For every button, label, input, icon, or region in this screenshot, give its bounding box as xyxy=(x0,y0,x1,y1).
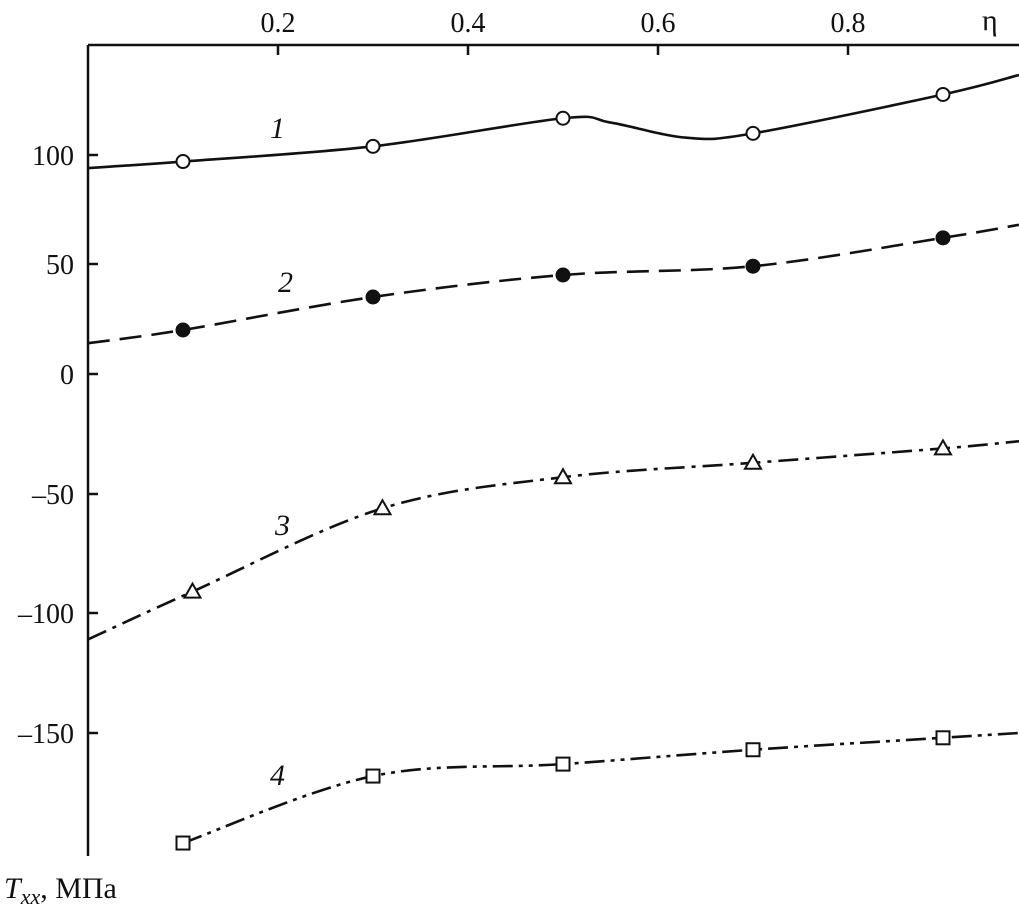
data-point-series-1 xyxy=(935,86,951,102)
y-axis-label-subscript: xx xyxy=(20,884,41,909)
y-tick-label: –100 xyxy=(17,599,74,630)
data-point-series-4 xyxy=(365,768,381,784)
y-tick-label: 100 xyxy=(32,141,74,172)
data-point-series-2 xyxy=(555,267,571,283)
series-label-2: 2 xyxy=(278,266,293,299)
data-point-series-4 xyxy=(745,742,761,758)
series-line-1 xyxy=(87,73,1019,170)
data-point-series-4 xyxy=(935,730,951,746)
data-point-series-3 xyxy=(933,438,953,456)
series-label-3: 3 xyxy=(274,509,290,542)
data-point-series-4 xyxy=(175,835,191,851)
data-point-series-1 xyxy=(745,125,761,141)
data-point-series-3 xyxy=(182,581,203,599)
y-axis-label-unit: , МПа xyxy=(40,872,117,905)
data-point-series-2 xyxy=(175,322,191,338)
data-point-series-3 xyxy=(553,467,573,485)
x-tick-label: 0.6 xyxy=(641,8,676,39)
y-tick-label: 0 xyxy=(60,360,74,391)
x-tick-label: 0.2 xyxy=(261,8,296,39)
series-label-1: 1 xyxy=(270,112,285,145)
x-axis-label: η xyxy=(982,4,998,37)
y-tick-label: –50 xyxy=(31,480,74,511)
series-label-4: 4 xyxy=(270,759,285,792)
data-point-series-2 xyxy=(935,230,951,246)
data-point-series-1 xyxy=(365,138,381,154)
data-point-series-1 xyxy=(555,110,571,126)
y-tick-label: –150 xyxy=(17,719,74,750)
data-point-series-1 xyxy=(175,154,191,170)
series-line-4 xyxy=(182,731,1019,845)
y-axis-label-symbol: T xyxy=(4,872,23,905)
data-point-series-2 xyxy=(745,258,761,274)
x-tick-label: 0.4 xyxy=(451,8,486,39)
data-point-series-4 xyxy=(555,756,571,772)
y-axis-label: Txx, МПа xyxy=(4,872,117,909)
x-tick-label: 0.8 xyxy=(831,8,866,39)
series-line-3 xyxy=(87,439,1019,641)
data-point-series-3 xyxy=(743,452,763,470)
series-line-2 xyxy=(87,223,1019,345)
data-point-series-2 xyxy=(365,289,381,305)
data-point-series-3 xyxy=(372,498,393,516)
y-tick-label: 50 xyxy=(46,250,74,281)
